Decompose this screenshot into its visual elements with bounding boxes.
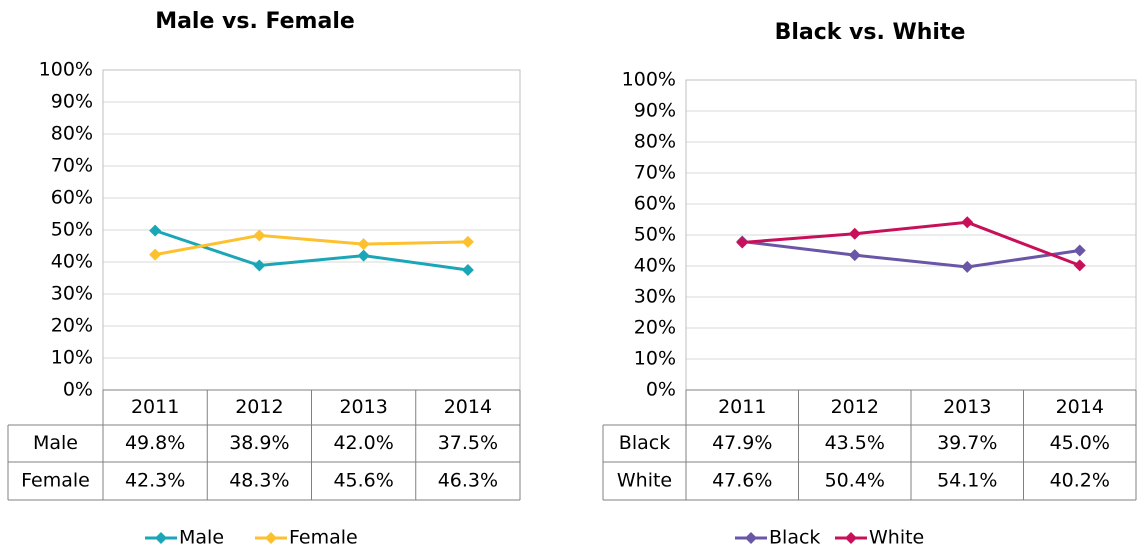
point-marker xyxy=(461,264,474,276)
table-cell: 54.1% xyxy=(937,470,997,492)
point-marker xyxy=(961,216,974,229)
y-tick-label: 30% xyxy=(51,283,93,305)
table-cell: 48.3% xyxy=(229,470,289,492)
table-cell: 45.6% xyxy=(333,470,393,492)
point-marker xyxy=(736,236,749,249)
y-tick-label: 40% xyxy=(51,251,93,273)
table-cell: 39.7% xyxy=(937,432,997,454)
point-marker xyxy=(1073,244,1086,257)
point-marker xyxy=(848,227,861,240)
point-marker xyxy=(357,238,370,251)
point-marker xyxy=(357,249,370,262)
y-tick-label: 90% xyxy=(51,91,93,113)
table-cell: 45.0% xyxy=(1050,432,1110,454)
table-cell: 37.5% xyxy=(438,432,498,454)
legend-marker xyxy=(265,532,277,544)
table-row-label: Black xyxy=(619,432,670,454)
x-tick-label: 2013 xyxy=(339,396,387,418)
series-line xyxy=(154,233,468,257)
legend-marker xyxy=(745,532,757,544)
legend-label: Black xyxy=(769,527,820,549)
y-tick-label: 10% xyxy=(634,348,676,370)
y-tick-label: 60% xyxy=(51,187,93,209)
x-tick-label: 2011 xyxy=(718,396,766,418)
table-cell: 40.2% xyxy=(1050,470,1110,492)
y-tick-label: 100% xyxy=(622,69,676,91)
point-marker xyxy=(253,259,266,272)
y-tick-label: 0% xyxy=(646,379,676,401)
x-tick-label: 2011 xyxy=(131,396,179,418)
point-marker xyxy=(848,249,861,262)
y-tick-label: 70% xyxy=(634,162,676,184)
y-tick-label: 70% xyxy=(51,155,93,177)
y-tick-label: 100% xyxy=(39,59,93,81)
point-marker xyxy=(149,248,162,261)
y-tick-label: 50% xyxy=(51,219,93,241)
table-cell: 42.3% xyxy=(125,470,185,492)
table-cell: 47.9% xyxy=(712,432,772,454)
y-tick-label: 50% xyxy=(634,224,676,246)
legend-label: Male xyxy=(179,527,224,549)
x-tick-label: 2012 xyxy=(831,396,879,418)
y-tick-label: 80% xyxy=(634,131,676,153)
point-marker xyxy=(253,229,266,242)
table-row-label: White xyxy=(617,470,672,492)
table-cell: 38.9% xyxy=(229,432,289,454)
y-tick-label: 20% xyxy=(51,315,93,337)
legend-label: Female xyxy=(289,527,358,549)
table-cell: 47.6% xyxy=(712,470,772,492)
point-marker xyxy=(961,260,974,273)
chart-title: Black vs. White xyxy=(775,20,966,45)
legend-label: White xyxy=(869,527,924,549)
point-marker xyxy=(149,224,162,237)
y-tick-label: 40% xyxy=(634,255,676,277)
table-cell: 43.5% xyxy=(825,432,885,454)
y-tick-label: 0% xyxy=(63,379,93,401)
table-cell: 49.8% xyxy=(125,432,185,454)
table-row-label: Female xyxy=(21,470,90,492)
x-tick-label: 2012 xyxy=(235,396,283,418)
y-tick-label: 30% xyxy=(634,286,676,308)
point-marker xyxy=(1073,259,1086,272)
point-marker xyxy=(461,235,474,248)
series-line xyxy=(742,240,1080,269)
y-tick-label: 20% xyxy=(634,317,676,339)
y-tick-label: 60% xyxy=(634,193,676,215)
chart-title: Male vs. Female xyxy=(155,9,355,34)
y-tick-label: 80% xyxy=(51,123,93,145)
y-tick-label: 90% xyxy=(634,100,676,122)
legend-marker xyxy=(155,532,167,544)
series-line xyxy=(154,229,469,272)
y-tick-label: 10% xyxy=(51,347,93,369)
x-tick-label: 2014 xyxy=(444,396,492,418)
table-cell: 46.3% xyxy=(438,470,498,492)
x-tick-label: 2014 xyxy=(1056,396,1104,418)
table-row-label: Male xyxy=(33,432,78,454)
x-tick-label: 2013 xyxy=(943,396,991,418)
table-cell: 50.4% xyxy=(825,470,885,492)
table-cell: 42.0% xyxy=(333,432,393,454)
legend-marker xyxy=(845,532,857,544)
series-line xyxy=(742,220,1081,267)
